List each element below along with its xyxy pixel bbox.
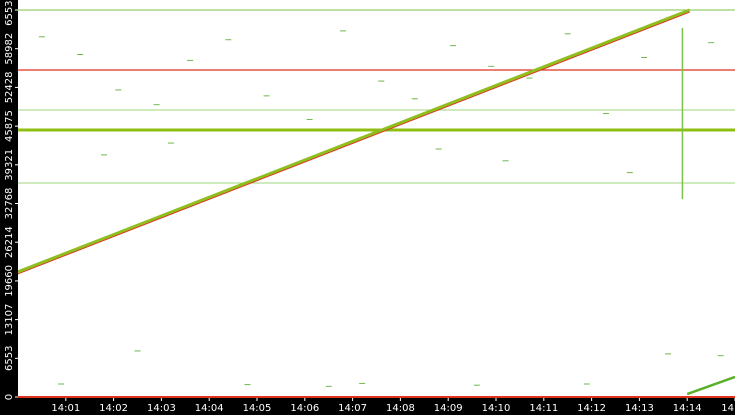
- x-tick-label: 14:02: [99, 403, 128, 414]
- x-tick-label: 14:12: [577, 403, 606, 414]
- plot-background: [18, 0, 735, 398]
- y-tick-label: 45875: [4, 110, 15, 142]
- x-tick-label: 14:03: [147, 403, 176, 414]
- x-tick-label: 14:13: [625, 403, 654, 414]
- y-tick-label: 0: [4, 394, 15, 400]
- x-tick-label: 14:06: [290, 403, 319, 414]
- x-tick-label: 14:14: [673, 403, 702, 414]
- y-tick-label: 19660: [4, 265, 15, 297]
- y-tick-label: 58982: [4, 33, 15, 65]
- y-tick-label: 13107: [4, 304, 15, 336]
- data-line: [17, 8, 691, 274]
- y-axis-strip: [0, 0, 18, 415]
- x-tick-label: 14:07: [338, 403, 367, 414]
- x-tick-label: 14:11: [529, 403, 558, 414]
- data-line: [17, 11, 690, 275]
- x-axis-strip: [0, 398, 735, 415]
- x-tick-label: 14: [721, 403, 734, 414]
- data-line: [686, 375, 735, 396]
- y-tick-label: 6553: [4, 346, 15, 371]
- y-tick-label: 32768: [4, 188, 15, 220]
- x-tick-label: 14:10: [482, 403, 511, 414]
- y-tick-label: 26214: [4, 226, 15, 258]
- y-tick-label: 39321: [4, 149, 15, 181]
- x-tick-label: 14:05: [243, 403, 272, 414]
- x-tick-label: 14:09: [434, 403, 463, 414]
- y-tick-label: 52428: [4, 71, 15, 103]
- x-tick-label: 14:04: [195, 403, 224, 414]
- x-tick-label: 14:08: [386, 403, 415, 414]
- y-tick-label: 65536: [4, 0, 15, 26]
- x-tick-label: 14:01: [51, 403, 80, 414]
